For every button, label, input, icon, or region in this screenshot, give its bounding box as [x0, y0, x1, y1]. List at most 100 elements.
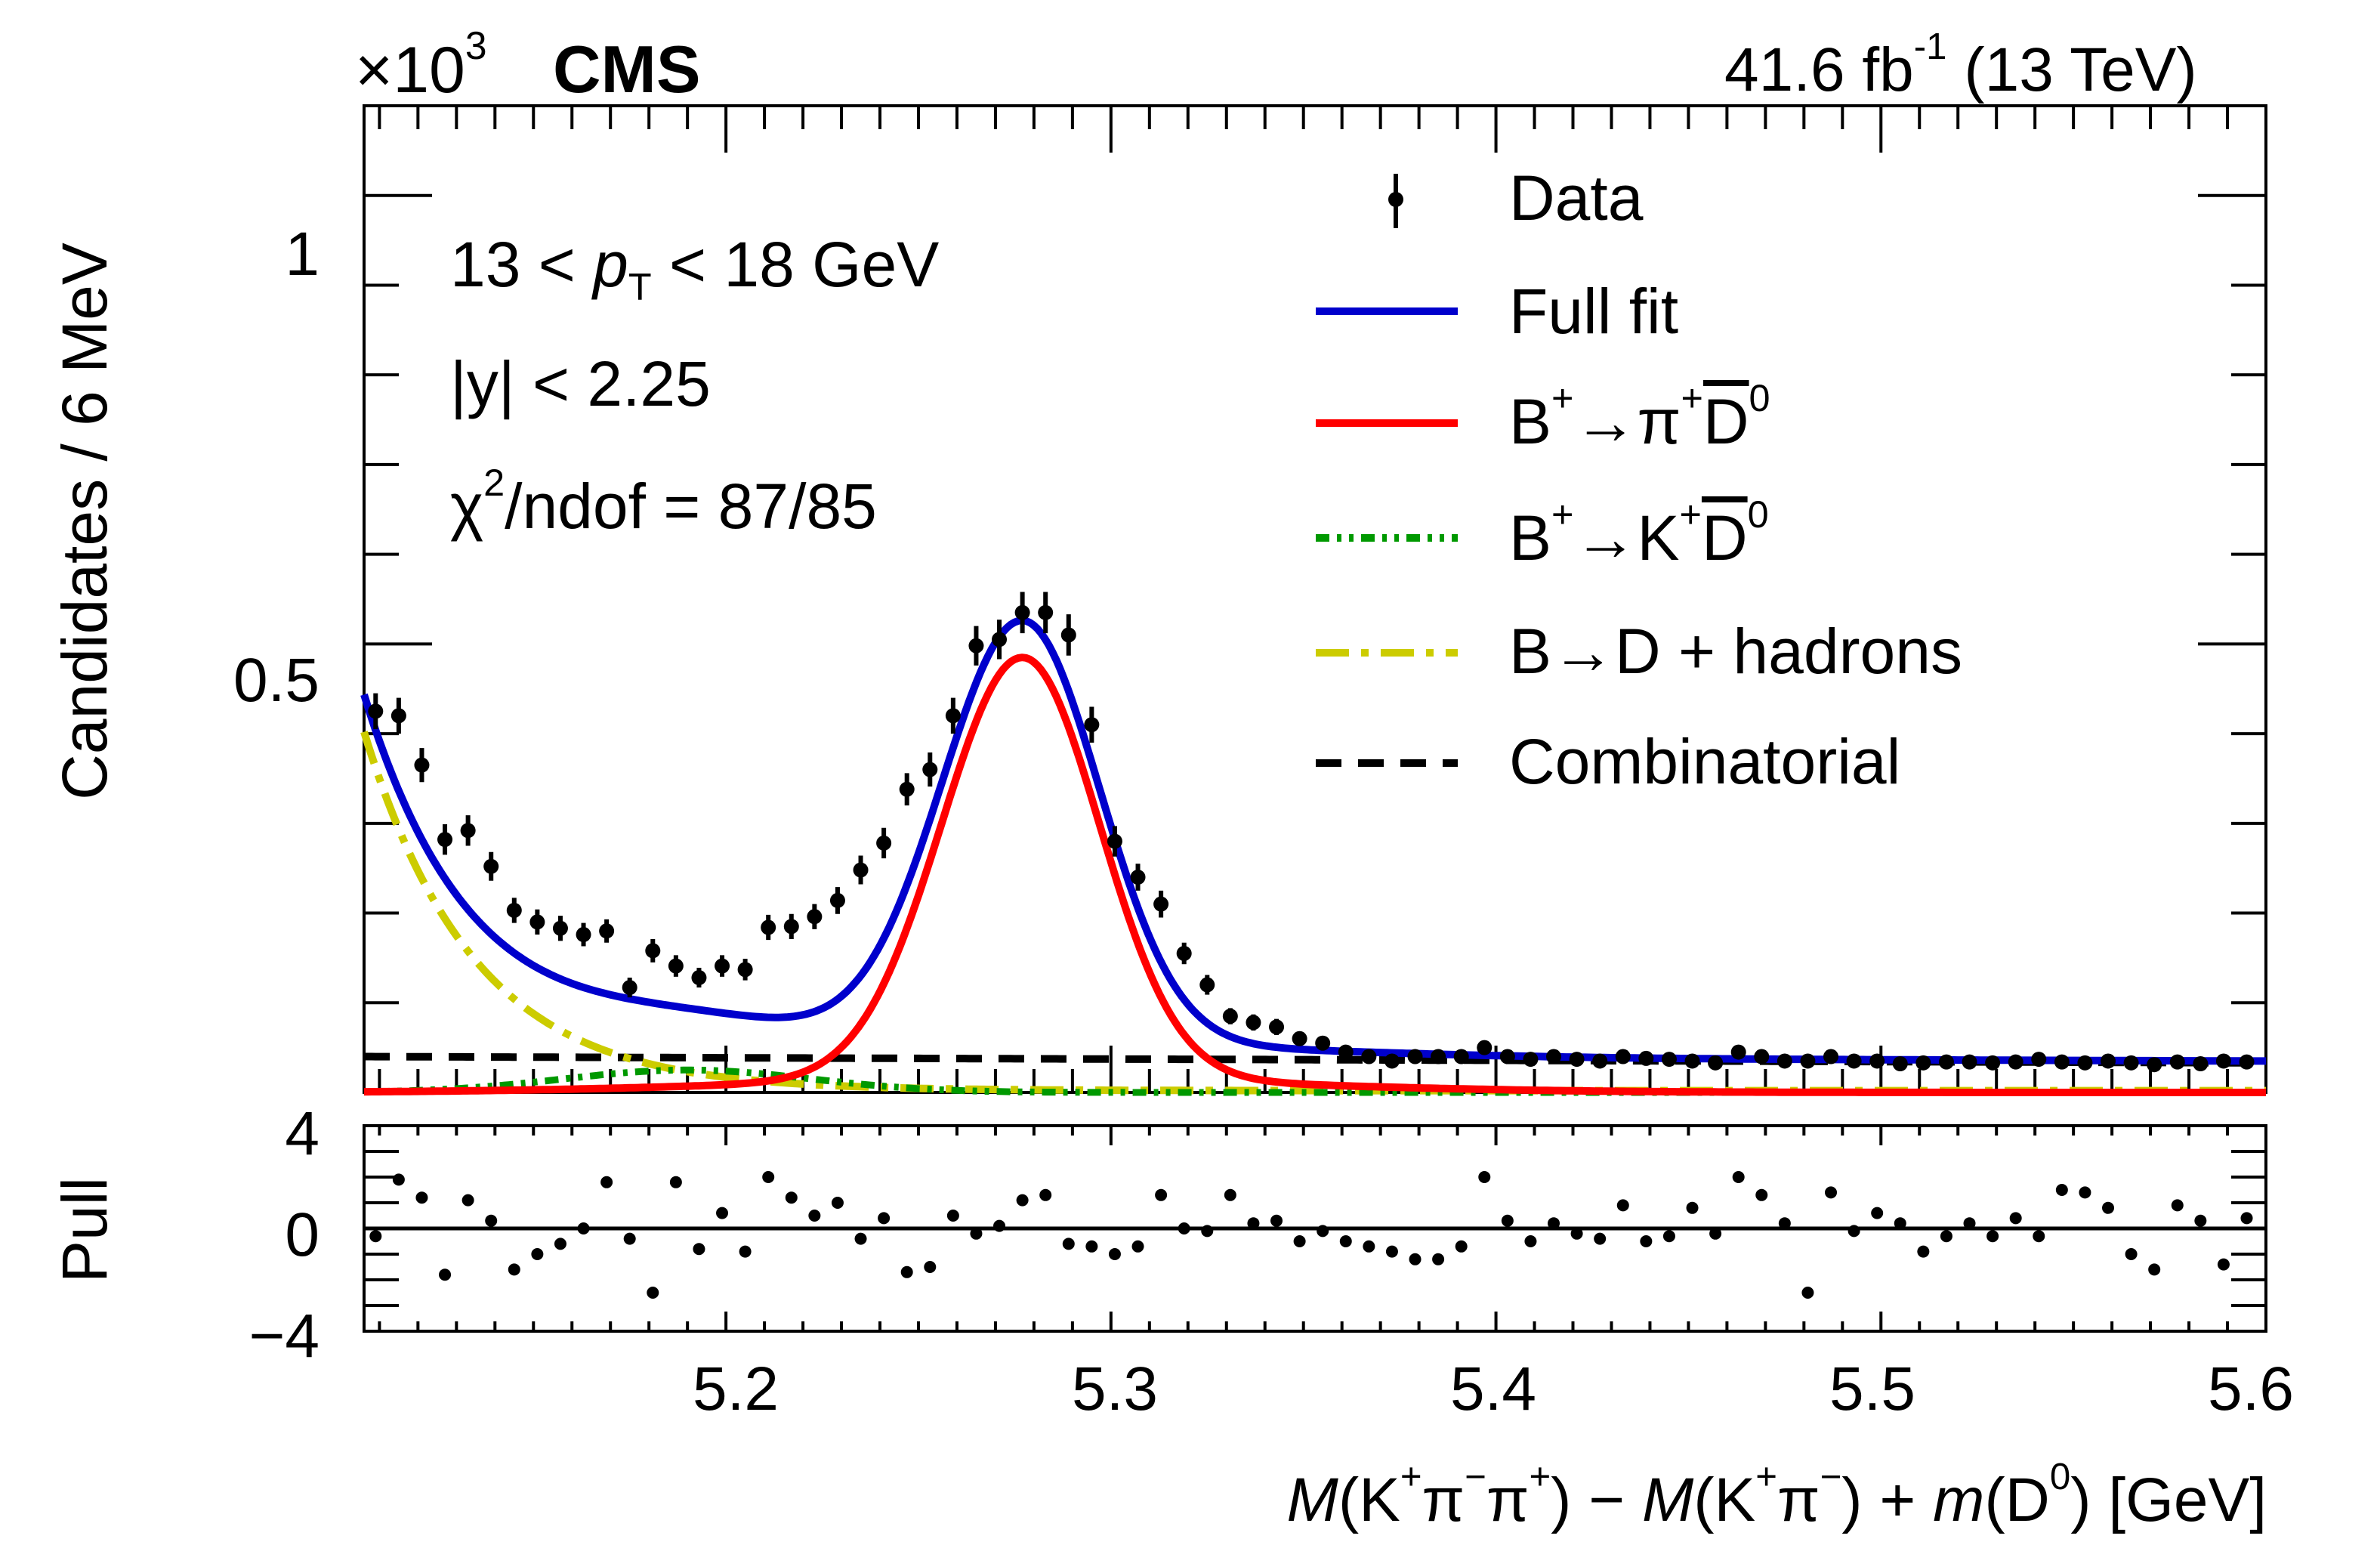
data-point — [1477, 1040, 1493, 1055]
pull-point — [1548, 1217, 1560, 1230]
data-point — [922, 762, 938, 777]
data-point — [968, 638, 984, 654]
pull-point — [1709, 1227, 1722, 1240]
pull-point — [1108, 1248, 1121, 1260]
data-point — [761, 919, 776, 935]
pull-point — [1039, 1188, 1052, 1201]
data-point — [2193, 1056, 2209, 1072]
data-point — [1661, 1052, 1677, 1068]
legend-label-combinatorial: Combinatorial — [1509, 726, 1901, 797]
pull-point — [1616, 1199, 1629, 1212]
pull-point — [2055, 1184, 2068, 1196]
pull-plot-frame — [363, 1124, 2267, 1333]
legend-markers — [1316, 174, 1458, 767]
pull-point — [2217, 1258, 2230, 1271]
pull-tick-label: 4 — [285, 1099, 319, 1168]
data-point — [414, 757, 430, 773]
data-point — [529, 914, 545, 930]
pull-point — [1385, 1245, 1398, 1258]
data-point — [899, 781, 915, 797]
b-to-d-hadrons-curve — [360, 731, 2266, 1095]
data-point — [1800, 1053, 1816, 1069]
pull-point — [1478, 1171, 1491, 1183]
data-point — [437, 832, 453, 848]
pull-point — [1686, 1201, 1699, 1214]
pull-point — [785, 1191, 798, 1204]
pull-point — [2009, 1212, 2022, 1225]
data-point — [1638, 1050, 1654, 1066]
data-point — [2054, 1054, 2070, 1070]
pull-point — [878, 1212, 891, 1225]
pull-point — [1131, 1240, 1144, 1253]
data-point — [1384, 1053, 1400, 1069]
data-point — [807, 909, 823, 925]
chi2-annotation: χ2/ndof = 87/85 — [450, 461, 877, 542]
data-point — [1107, 833, 1122, 849]
pull-point — [1963, 1217, 1976, 1230]
data-point — [1361, 1049, 1377, 1065]
pull-point — [369, 1230, 382, 1243]
pull-point — [485, 1214, 498, 1227]
pull-point — [1317, 1225, 1329, 1238]
data-point — [1222, 1009, 1238, 1024]
pull-point — [1871, 1207, 1884, 1219]
data-point — [1269, 1019, 1285, 1035]
data-point — [645, 943, 661, 959]
data-point — [1615, 1049, 1631, 1065]
rapidity-annotation: |y| < 2.25 — [450, 348, 711, 419]
experiment-label: CMS — [553, 32, 701, 107]
exponent-label: ×103 — [355, 23, 487, 107]
data-point — [2101, 1053, 2116, 1069]
pull-point — [1986, 1230, 1999, 1243]
data-point — [1453, 1049, 1469, 1065]
pull-point — [2125, 1248, 2138, 1260]
data-point — [876, 835, 892, 851]
pull-point — [669, 1176, 682, 1188]
data-point — [1569, 1052, 1585, 1068]
pull-point — [415, 1191, 428, 1204]
pull-point — [577, 1222, 590, 1234]
data-point — [599, 923, 615, 939]
pull-point — [1432, 1253, 1445, 1265]
data-point — [1014, 604, 1030, 620]
data-points — [368, 592, 2255, 1073]
pull-point — [1594, 1232, 1607, 1245]
pull-point — [1755, 1188, 1768, 1201]
legend-label-full-fit: Full fit — [1509, 276, 1679, 347]
data-point — [2239, 1054, 2255, 1070]
pull-point — [693, 1243, 705, 1256]
pull-point — [1524, 1235, 1537, 1247]
pull-point — [2240, 1212, 2253, 1225]
pull-point — [1778, 1217, 1791, 1230]
pull-point — [2033, 1230, 2045, 1243]
pull-point — [2079, 1186, 2091, 1199]
data-point — [1892, 1056, 1908, 1072]
data-point — [576, 927, 591, 943]
data-point — [1431, 1049, 1446, 1065]
pull-point — [1224, 1188, 1236, 1201]
data-point — [1754, 1049, 1770, 1065]
pull-point — [762, 1171, 775, 1183]
data-point — [1246, 1015, 1261, 1031]
pull-point — [1155, 1188, 1168, 1201]
pull-point — [946, 1210, 959, 1222]
data-point — [853, 862, 869, 878]
pull-point — [461, 1194, 474, 1207]
data-point — [552, 920, 568, 936]
pull-point — [1339, 1235, 1352, 1247]
data-point — [1153, 896, 1169, 912]
legend-label-bdh: B→D + hadrons — [1509, 616, 1962, 687]
data-point — [945, 708, 961, 724]
data-point — [1199, 977, 1215, 993]
data-point — [1985, 1055, 2001, 1071]
signal-curve — [364, 654, 2266, 1096]
data-point — [1684, 1053, 1700, 1069]
y-tick-label: 0.5 — [233, 646, 319, 715]
pull-point — [970, 1227, 983, 1240]
y-axis-title: Candidates / 6 MeV — [49, 243, 120, 800]
pull-axis-title: Pull — [49, 1176, 120, 1284]
data-point — [2169, 1054, 2185, 1070]
data-point — [668, 958, 684, 974]
data-point — [1592, 1053, 1608, 1069]
